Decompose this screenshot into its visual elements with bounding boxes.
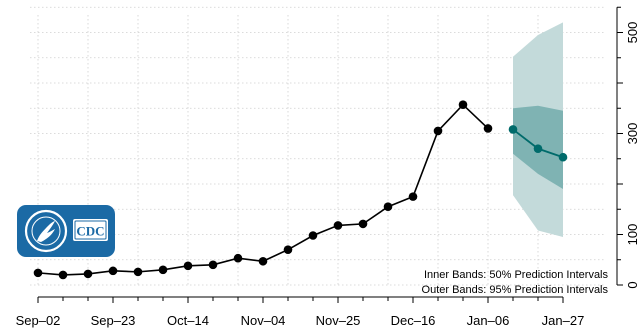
x-tick-label: Nov–04 — [241, 313, 286, 328]
observed-point — [108, 266, 118, 276]
observed-point — [258, 256, 268, 266]
eagle-profile-icon — [37, 221, 55, 242]
observed-point — [458, 100, 468, 110]
series — [33, 100, 568, 280]
forecast-point — [533, 144, 543, 153]
cdc-box-inner — [74, 220, 107, 240]
observed-point — [308, 231, 318, 240]
grid — [30, 6, 606, 286]
hhs-seal-icon — [24, 209, 68, 253]
y-tick-label: 100 — [625, 224, 640, 246]
observed-point — [208, 260, 218, 270]
observed-point — [183, 261, 193, 271]
observed-point — [58, 270, 68, 280]
legend-note-inner: Inner Bands: 50% Prediction Intervals — [424, 269, 609, 281]
hhs-seal-inner-icon — [31, 216, 61, 246]
axes: Sep–02 Sep–23 Oct–14 Nov–04 Nov–25 Dec–16 Jan–… — [16, 6, 640, 328]
forecast-point — [558, 152, 568, 162]
y-tick-label: 0 — [625, 281, 640, 288]
legend-note-outer: Outer Bands: 95% Prediction Intervals — [422, 284, 609, 296]
x-tick-label: Nov–25 — [316, 313, 361, 328]
observed-point — [433, 126, 443, 136]
observed-point — [233, 253, 243, 263]
observed-point — [408, 192, 418, 201]
x-tick-label: Sep–23 — [91, 313, 136, 328]
cdc-logo-text: CDC — [76, 224, 104, 239]
observed-point — [83, 269, 93, 279]
observed-point — [158, 265, 168, 275]
observed-point — [383, 202, 393, 212]
legend-notes: Inner Bands: 50% Prediction Intervals Ou… — [422, 269, 609, 296]
observed-point — [283, 245, 293, 254]
x-tick-label: Jan–06 — [467, 313, 510, 328]
y-tick-label: 500 — [625, 22, 640, 44]
hhs-cdc-logo: CDC — [17, 205, 115, 257]
observed-point — [483, 124, 493, 133]
observed-point — [333, 221, 343, 230]
y-tick-label: 300 — [625, 123, 640, 145]
observed-point — [133, 267, 143, 277]
observed-point — [33, 268, 43, 278]
x-tick-label: Oct–14 — [167, 313, 209, 328]
cdc-box — [73, 219, 108, 241]
prediction-bands — [513, 22, 563, 238]
x-tick-label: Jan–27 — [542, 313, 585, 328]
observed-point — [358, 219, 368, 229]
x-tick-label: Dec–16 — [391, 313, 436, 328]
forecast-point — [508, 125, 518, 134]
x-tick-label: Sep–02 — [16, 313, 61, 328]
